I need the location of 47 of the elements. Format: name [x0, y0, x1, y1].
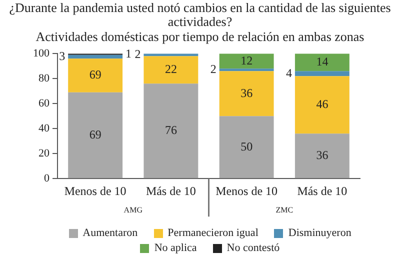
data-label: 12 — [240, 53, 253, 68]
bar — [68, 54, 123, 59]
x-tick-label: Más de 10 — [146, 184, 196, 198]
bar — [294, 54, 350, 72]
text: AMG — [124, 206, 143, 215]
text: ZMC — [276, 206, 294, 215]
bar — [219, 54, 274, 69]
data-label: 50 — [240, 139, 253, 154]
bar — [219, 116, 274, 178]
data-label: 46 — [316, 97, 328, 112]
data-label: 76 — [164, 123, 177, 138]
legend-label: Aumentaron — [82, 227, 138, 239]
x-tick-label: Más de 10 — [297, 184, 348, 198]
x-tick-label: Menos de 10 — [216, 184, 278, 198]
annotation: 69 — [89, 68, 102, 82]
bar — [68, 92, 123, 178]
data-label: 4 — [286, 66, 292, 80]
chart-title: ¿Durante la pandemia usted notó cambios en la cantidad de las siguientes actividades? — [8, 0, 392, 29]
bar — [144, 84, 198, 178]
legend-label: Permanecieron igual — [168, 227, 258, 239]
bar — [294, 134, 350, 178]
legend-label: No contestó — [226, 242, 280, 254]
bar — [68, 58, 123, 92]
legend-label: No aplica — [154, 242, 197, 254]
legend-label: Disminuyeron — [288, 227, 352, 239]
y-tick-label: 60 — [38, 97, 50, 110]
y-tick-label: 20 — [38, 147, 50, 160]
data-label: 2 — [134, 47, 141, 62]
bar — [294, 76, 350, 134]
chart-subtitle: Actividades domésticas por tiempo de relación en ambas zonas — [34, 29, 366, 44]
x-tick-label: Menos de 10 — [64, 184, 126, 198]
data-label: 36 — [316, 148, 328, 162]
y-tick-label: 0 — [44, 172, 50, 184]
data-label: 3 — [59, 48, 66, 63]
data-label: 69 — [89, 127, 102, 142]
y-tick-label: 80 — [38, 72, 50, 84]
data-label: 22 — [164, 62, 177, 76]
y-tick-label: 100 — [33, 47, 50, 60]
data-label: 36 — [240, 86, 253, 100]
bar — [294, 71, 350, 76]
y-tick-label: 40 — [38, 122, 50, 134]
bar — [144, 56, 198, 84]
bar — [219, 71, 274, 116]
data-label: 2 — [210, 62, 216, 76]
data-label: 1 — [126, 46, 132, 60]
bar — [219, 68, 274, 72]
data-label: 14 — [316, 54, 328, 69]
